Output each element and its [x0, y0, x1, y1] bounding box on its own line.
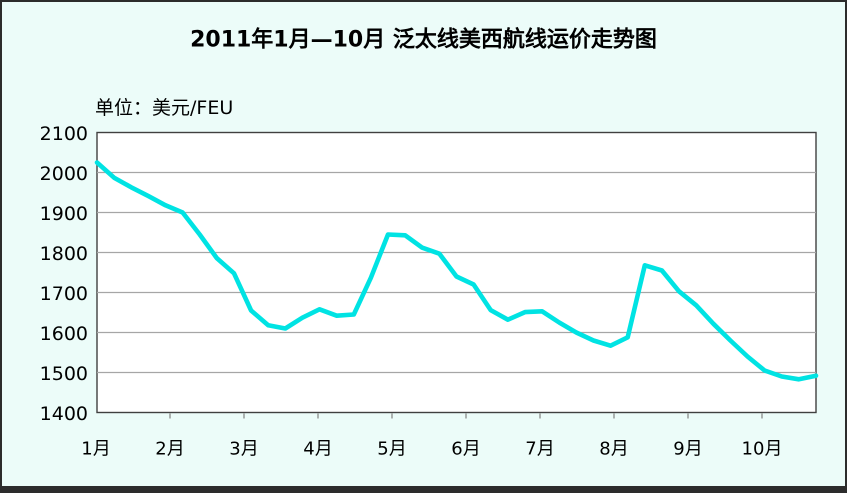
- x-axis-label: 9月: [673, 439, 702, 460]
- x-axis-label: 2月: [155, 439, 184, 460]
- chart-title: 2011年1月—10月 泛太线美西航线运价走势图: [190, 27, 657, 53]
- x-axis-label: 3月: [229, 439, 258, 460]
- x-axis-label: 10月: [742, 439, 783, 460]
- unit-label: 单位：美元/FEU: [95, 97, 233, 119]
- x-axis-label: 7月: [525, 439, 554, 460]
- x-axis-label: 1月: [81, 439, 110, 460]
- plot-area: [96, 131, 817, 414]
- y-axis-label: 1400: [40, 403, 88, 425]
- y-axis-label: 2000: [40, 163, 88, 185]
- y-axis-label: 1900: [40, 203, 88, 225]
- price-trend-line: [94, 160, 819, 382]
- y-axis-label: 1500: [40, 363, 88, 385]
- y-axis-label: 1700: [40, 283, 88, 305]
- x-axis-label: 6月: [451, 439, 480, 460]
- x-axis-label: 4月: [303, 439, 332, 460]
- x-axis-label: 8月: [599, 439, 628, 460]
- x-axis-label: 5月: [377, 439, 406, 460]
- y-axis-label: 1800: [40, 243, 88, 265]
- y-axis-label: 2100: [40, 123, 88, 145]
- y-axis-label: 1600: [40, 323, 88, 345]
